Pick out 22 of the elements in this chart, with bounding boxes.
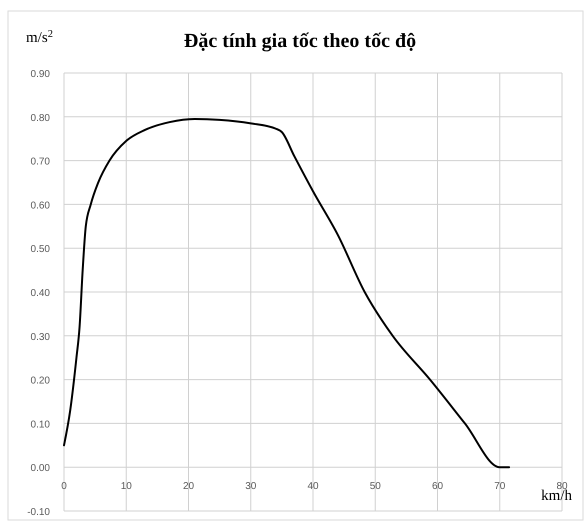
- x-tick-label: 50: [370, 481, 382, 492]
- y-tick-label: 0.70: [30, 156, 50, 168]
- y-tick-label: -0.10: [27, 507, 50, 518]
- x-tick-label: 30: [245, 481, 257, 492]
- y-tick-label: 0.50: [30, 244, 50, 256]
- line-series: [63, 118, 510, 468]
- y-tick-label: 0.00: [30, 463, 50, 474]
- x-tick-label: 0: [61, 481, 68, 492]
- y-tick-label: 0.40: [30, 288, 50, 299]
- y-tick-label: 0.60: [30, 200, 50, 212]
- x-tick-label: 60: [432, 481, 444, 492]
- x-tick-label: 70: [494, 481, 506, 492]
- y-tick-label: 0.80: [30, 112, 50, 124]
- chart-title: Đặc tính gia tốc theo tốc độ: [184, 30, 416, 52]
- y-tick-label: 0.90: [30, 69, 50, 80]
- x-tick-label: 10: [120, 481, 132, 492]
- y-axis-title: m/s$^{2}$: [26, 28, 53, 46]
- y-tick-label: 0.10: [30, 419, 50, 430]
- x-tick-label: 20: [182, 481, 194, 492]
- x-tick-label: 40: [307, 481, 319, 492]
- y-tick-label: 0.20: [30, 376, 50, 387]
- y-tick-label: 0.30: [30, 332, 50, 343]
